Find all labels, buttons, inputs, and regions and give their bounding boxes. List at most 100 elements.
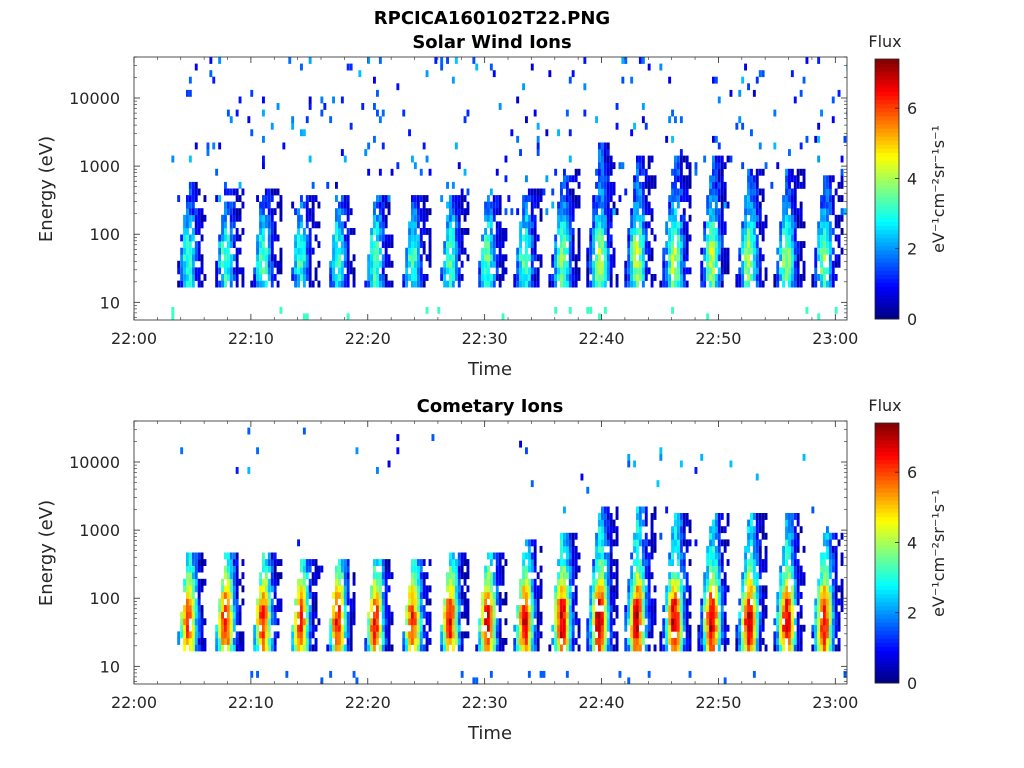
heatmap-cell: [519, 611, 522, 619]
heatmap-cell: [717, 585, 721, 593]
heatmap-cell: [638, 57, 642, 64]
colorbar-tick-label: 2: [907, 240, 917, 259]
heatmap-cell: [785, 267, 788, 275]
heatmap-cell: [314, 598, 318, 606]
heatmap-cell: [606, 611, 610, 619]
heatmap-cell: [378, 631, 382, 639]
heatmap-cell: [595, 208, 598, 216]
heatmap-cell: [370, 598, 373, 606]
heatmap-cell: [224, 188, 227, 196]
heatmap-cell: [653, 274, 657, 281]
heatmap-cell: [384, 578, 388, 586]
heatmap-cell: [676, 578, 680, 586]
heatmap-cell: [194, 598, 198, 606]
heatmap-cell: [676, 228, 680, 235]
heatmap-cell: [218, 267, 222, 275]
heatmap-cell: [714, 585, 718, 593]
heatmap-cell: [679, 526, 683, 534]
heatmap-cell: [419, 234, 423, 242]
heatmap-cell: [270, 214, 274, 222]
heatmap-cell: [560, 267, 563, 275]
heatmap-cell: [489, 280, 493, 288]
heatmap-cell: [595, 552, 598, 560]
heatmap-cell: [314, 274, 318, 281]
heatmap-cell: [545, 208, 549, 216]
heatmap-cell: [294, 247, 297, 255]
colorbar-segment: [875, 249, 899, 255]
heatmap-cell: [349, 208, 353, 216]
heatmap-cell: [343, 221, 347, 229]
heatmap-cell: [376, 89, 379, 97]
heatmap-cell: [785, 631, 788, 639]
heatmap-cell: [598, 539, 601, 547]
heatmap-cell: [302, 313, 306, 320]
heatmap-cell: [717, 539, 721, 547]
heatmap-cell: [376, 559, 379, 566]
heatmap-cell: [671, 135, 674, 143]
heatmap-cell: [826, 221, 829, 229]
colorbar-segment: [875, 193, 899, 198]
heatmap-cell: [744, 598, 747, 606]
heatmap-cell: [823, 247, 826, 255]
heatmap-cell: [300, 214, 303, 222]
heatmap-cell: [793, 585, 797, 593]
heatmap-cell: [221, 221, 224, 229]
heatmap-cell: [615, 532, 619, 540]
colorbar-segment: [875, 577, 899, 582]
heatmap-cell: [527, 559, 531, 566]
heatmap-cell: [560, 592, 563, 599]
heatmap-cell: [416, 234, 420, 242]
heatmap-cell: [554, 618, 558, 626]
heatmap-cell: [226, 644, 230, 652]
heatmap-cell: [618, 670, 622, 678]
heatmap-cell: [828, 572, 832, 580]
heatmap-cell: [232, 644, 236, 652]
heatmap-cell: [633, 545, 636, 553]
colorbar-segment: [875, 144, 899, 149]
colorbar-tick-label: 2: [907, 604, 917, 623]
heatmap-cell: [335, 624, 338, 632]
heatmap-cell: [720, 175, 724, 183]
heatmap-cell: [188, 76, 192, 84]
heatmap-cell: [349, 618, 353, 626]
heatmap-cell: [294, 644, 297, 652]
heatmap-cell: [376, 638, 379, 645]
heatmap-cell: [685, 195, 689, 202]
heatmap-cell: [188, 559, 192, 566]
heatmap-cell: [674, 195, 677, 202]
heatmap-cell: [586, 260, 590, 268]
heatmap-cell: [308, 96, 312, 104]
heatmap-cell: [212, 76, 216, 84]
heatmap-cell: [609, 559, 613, 566]
heatmap-cell: [525, 175, 528, 183]
heatmap-cell: [676, 552, 680, 560]
heatmap-cell: [790, 618, 794, 626]
heatmap-cell: [367, 274, 371, 281]
heatmap-cell: [545, 129, 549, 137]
heatmap-cell: [568, 545, 572, 553]
solar-wind-colorbar-label: eV⁻¹cm⁻²sr⁻¹s⁻¹: [929, 125, 948, 253]
heatmap-cell: [826, 228, 829, 235]
heatmap-cell: [826, 578, 829, 586]
heatmap-cell: [378, 247, 382, 255]
heatmap-cell: [565, 201, 569, 209]
heatmap-cell: [539, 670, 543, 678]
heatmap-cell: [826, 195, 829, 202]
heatmap-cell: [454, 578, 458, 586]
heatmap-cell: [335, 234, 338, 242]
heatmap-cell: [191, 201, 195, 209]
heatmap-cell: [720, 598, 724, 606]
heatmap-cell: [416, 638, 420, 645]
heatmap-cell: [329, 280, 333, 288]
heatmap-cell: [790, 644, 794, 652]
heatmap-cell: [241, 631, 245, 639]
heatmap-cell: [565, 280, 569, 288]
heatmap-cell: [601, 267, 604, 275]
heatmap-cell: [264, 188, 268, 196]
heatmap-cell: [764, 565, 768, 573]
heatmap-cell: [831, 565, 835, 573]
heatmap-cell: [741, 267, 745, 275]
heatmap-cell: [574, 585, 578, 593]
heatmap-cell: [834, 559, 838, 566]
heatmap-cell: [709, 578, 712, 586]
